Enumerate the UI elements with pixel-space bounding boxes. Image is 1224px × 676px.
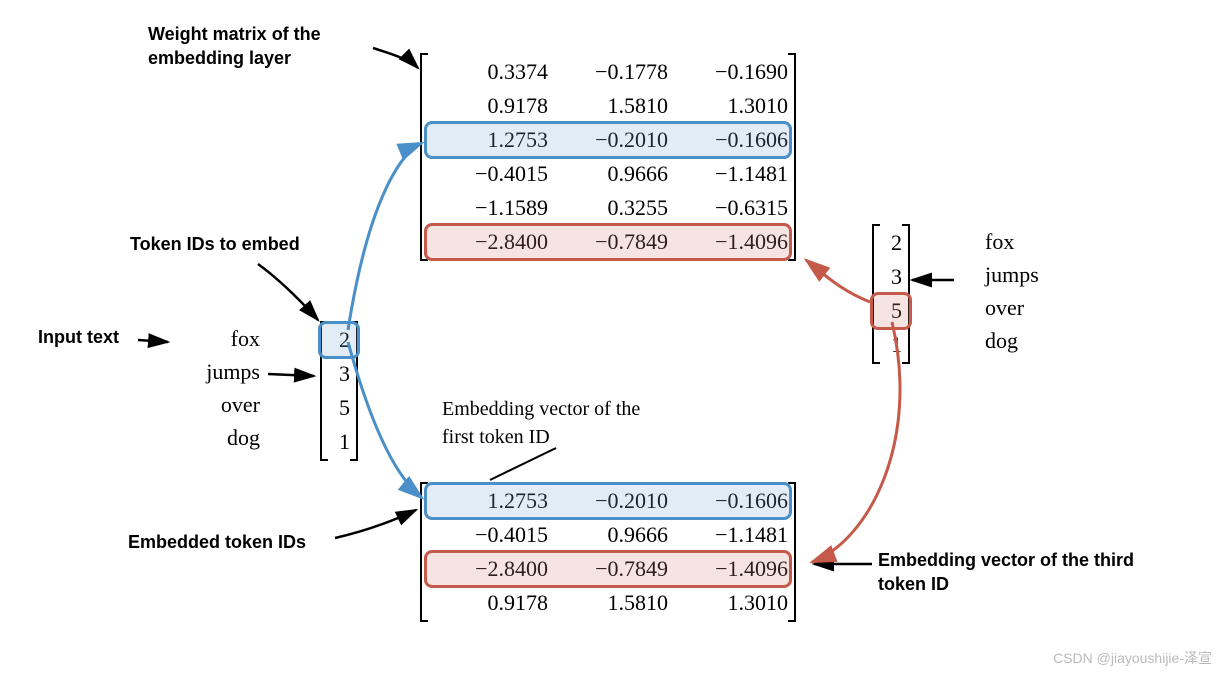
embedded-matrix-highlight-blue	[424, 482, 792, 520]
word-jumps-r: jumps	[985, 258, 1039, 291]
label-emb-first: Embedding vector of thefirst token ID	[442, 395, 702, 451]
label-embedded-ids: Embedded token IDs	[128, 530, 306, 554]
watermark: CSDN @jiayoushijie-泽宣	[1053, 648, 1212, 668]
input-words-left: fox jumps over dog	[175, 322, 260, 454]
label-weight-matrix: Weight matrix of theembedding layer	[148, 22, 378, 71]
weight-matrix-highlight-blue	[424, 121, 792, 159]
token-vector-right-highlight-red	[870, 292, 912, 330]
word-fox: fox	[175, 322, 260, 355]
label-emb-third: Embedding vector of the thirdtoken ID	[878, 548, 1198, 597]
weight-matrix-highlight-red	[424, 223, 792, 261]
word-over: over	[175, 388, 260, 421]
word-dog-r: dog	[985, 324, 1039, 357]
token-vector-left-highlight-blue	[318, 321, 360, 359]
word-over-r: over	[985, 291, 1039, 324]
embedded-matrix-highlight-red	[424, 550, 792, 588]
word-dog: dog	[175, 421, 260, 454]
label-input-text: Input text	[38, 325, 119, 349]
input-words-right: fox jumps over dog	[985, 225, 1039, 357]
word-fox-r: fox	[985, 225, 1039, 258]
word-jumps: jumps	[175, 355, 260, 388]
label-token-ids: Token IDs to embed	[130, 232, 300, 256]
